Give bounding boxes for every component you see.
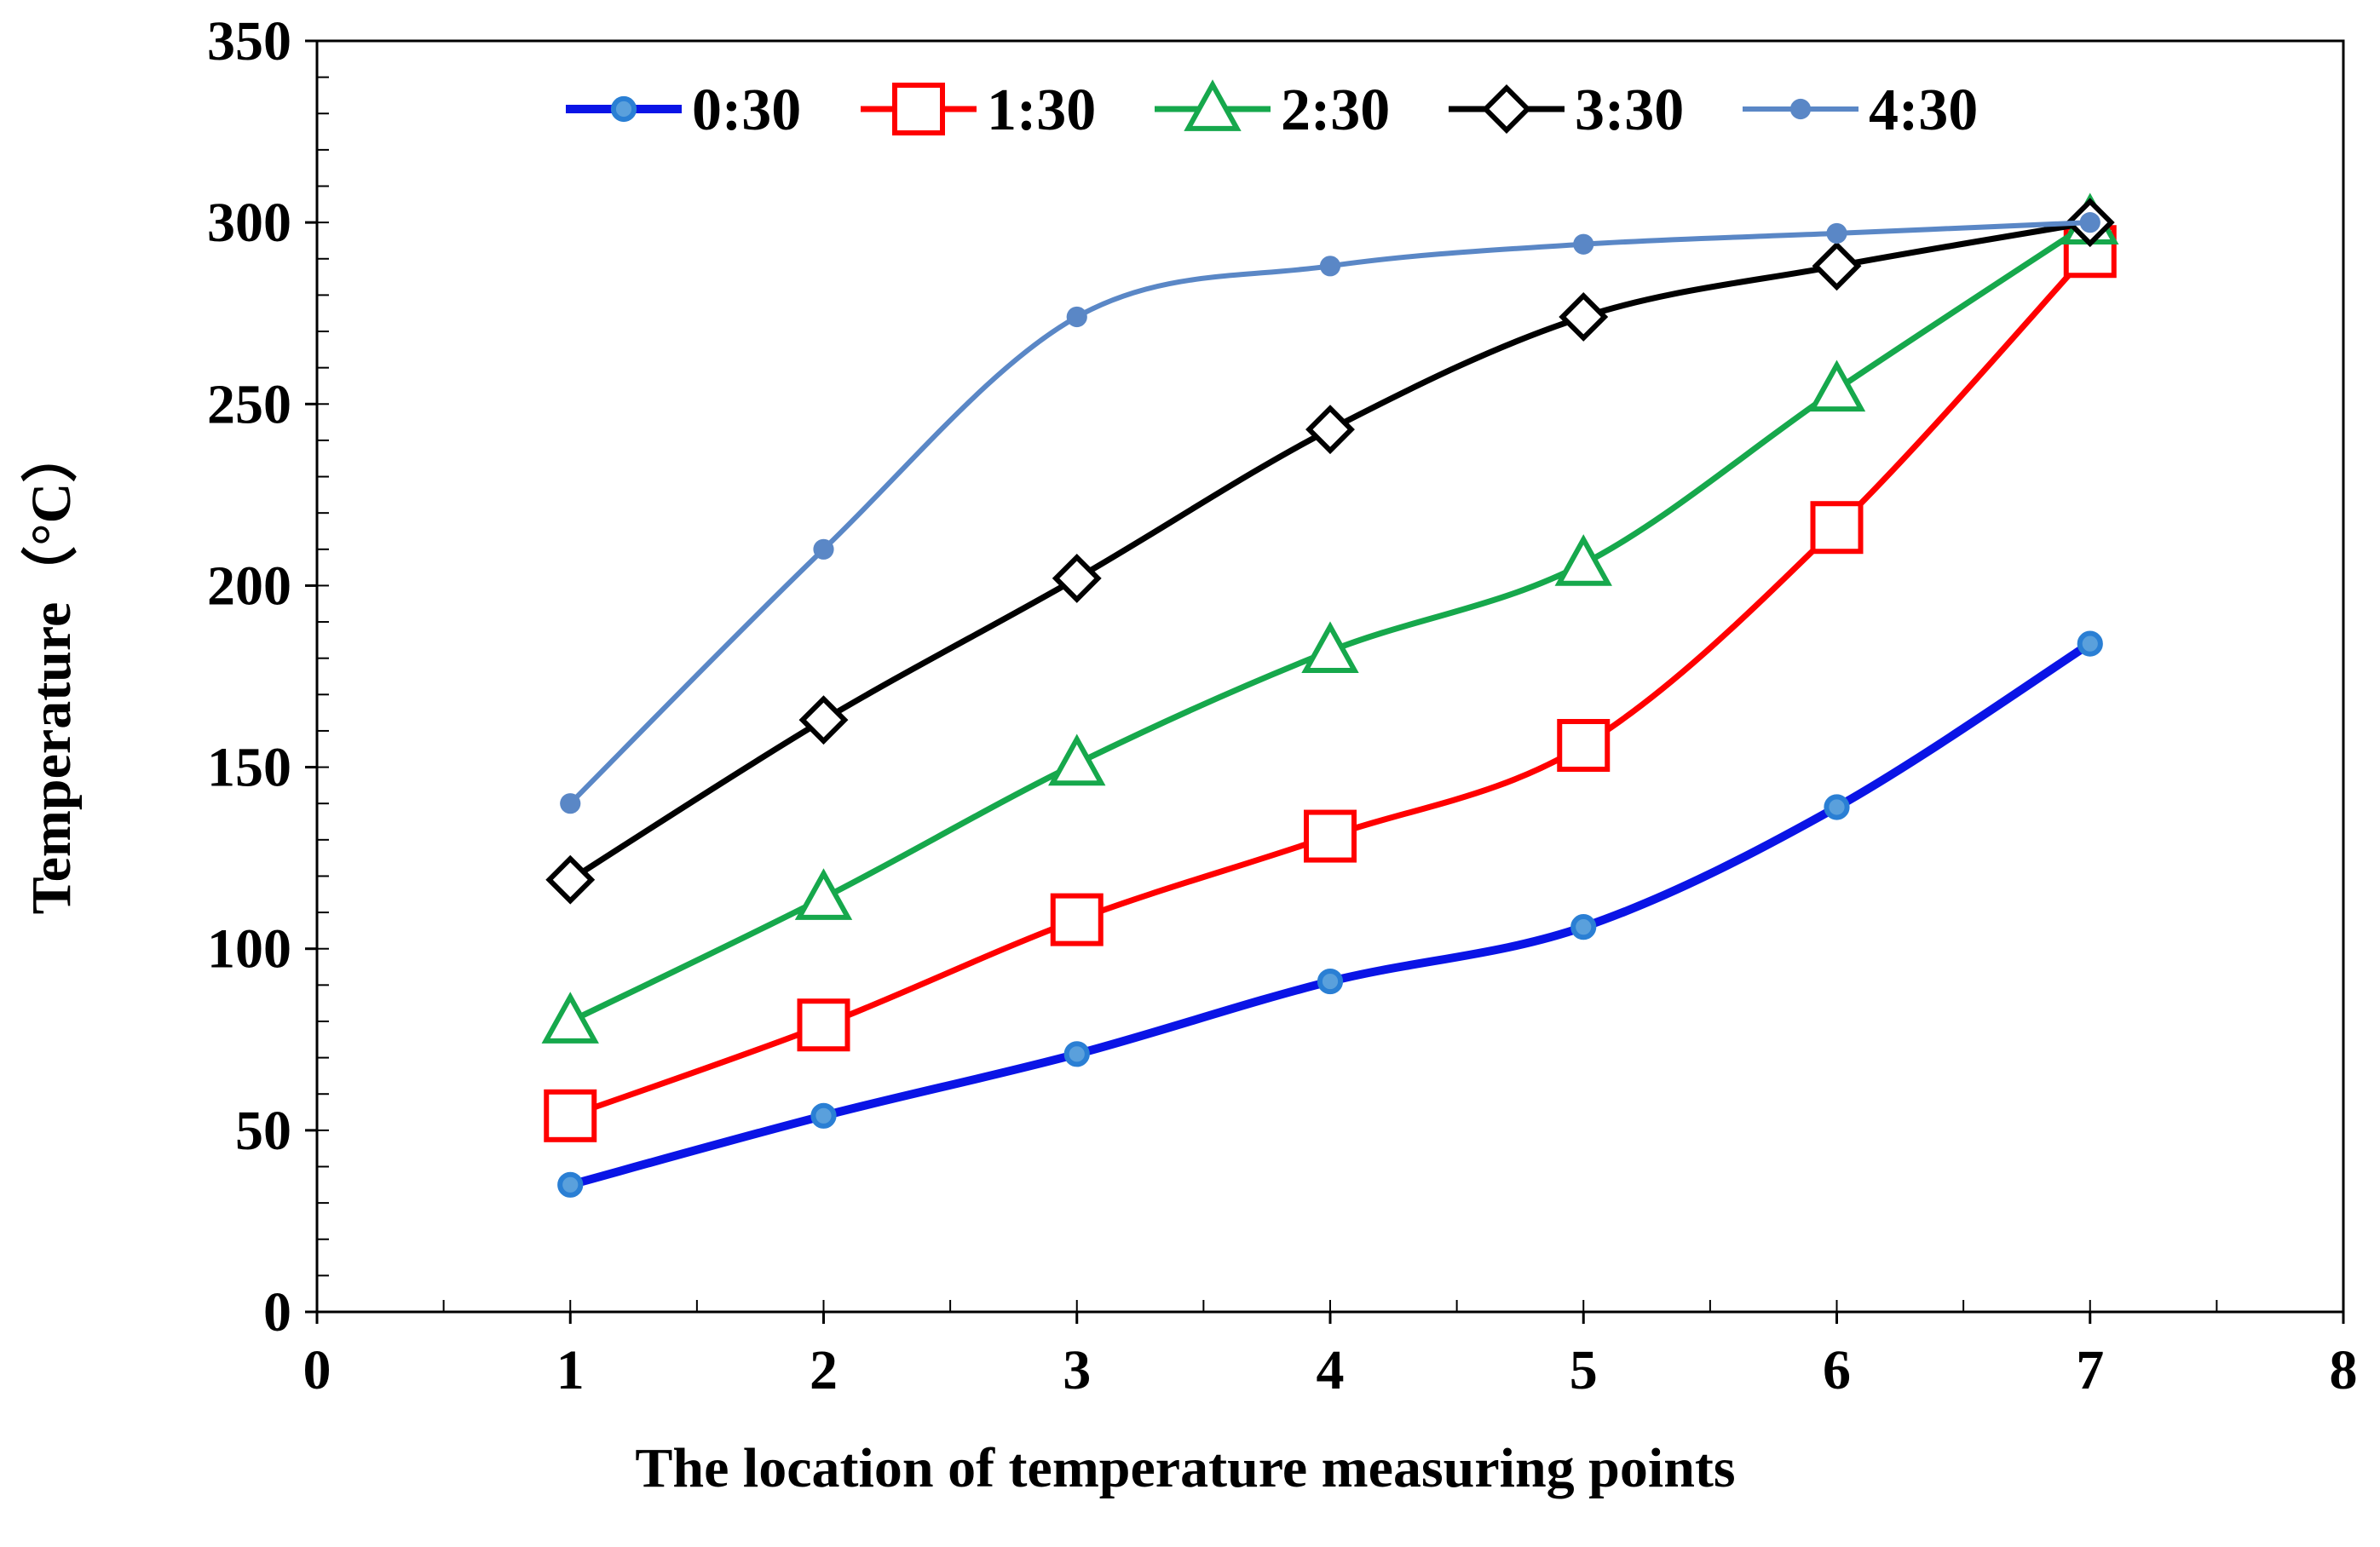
data-point — [797, 998, 850, 1052]
legend-entry: 4:30 — [1743, 78, 1978, 143]
data-point — [2077, 630, 2103, 657]
data-point — [541, 992, 599, 1044]
series-4-30 — [560, 212, 2101, 814]
legend-label: 3:30 — [1575, 78, 1684, 143]
y-tick-label: 200 — [207, 555, 291, 617]
legend-entry: 1:30 — [861, 78, 1096, 143]
legend-swatch-marker — [1789, 98, 1812, 120]
y-tick-label: 100 — [207, 918, 291, 981]
data-point — [798, 695, 849, 745]
x-tick-label: 3 — [1063, 1339, 1091, 1401]
data-point — [1066, 306, 1087, 328]
data-point — [1812, 241, 1862, 291]
data-point — [544, 1089, 597, 1142]
data-point — [1304, 809, 1357, 863]
x-tick-label: 2 — [810, 1339, 838, 1401]
data-point — [1317, 968, 1344, 995]
data-point — [1826, 222, 1847, 244]
legend-entry: 0:30 — [566, 78, 801, 143]
data-point — [794, 868, 853, 920]
legend-swatch-marker — [610, 95, 637, 123]
x-axis-title: The location of temperature measuring po… — [635, 1437, 1735, 1499]
legend-entry: 2:30 — [1155, 78, 1390, 143]
data-point — [1048, 733, 1106, 786]
data-point — [560, 793, 581, 814]
y-tick-label: 300 — [207, 192, 291, 254]
series-2-30 — [541, 193, 2119, 1044]
data-point — [813, 538, 834, 560]
data-point — [1570, 914, 1597, 940]
data-point — [1807, 359, 1866, 412]
series-0-30 — [557, 630, 2103, 1198]
y-tick-label: 350 — [207, 10, 291, 72]
legend-label: 0:30 — [692, 78, 801, 143]
data-point — [1824, 794, 1850, 820]
x-tick-label: 6 — [1823, 1339, 1851, 1401]
data-point — [1050, 893, 1104, 946]
data-point — [1559, 292, 1609, 342]
x-tick-label: 7 — [2076, 1339, 2104, 1401]
series-3-30 — [545, 198, 2115, 905]
data-point — [1810, 501, 1864, 555]
legend-swatch-marker — [892, 83, 945, 135]
x-tick-label: 4 — [1317, 1339, 1345, 1401]
legend-swatch-marker — [1482, 84, 1531, 134]
x-tick-label: 8 — [2330, 1339, 2358, 1401]
legend-entry: 3:30 — [1449, 78, 1684, 143]
data-point — [545, 854, 596, 905]
data-point — [1554, 534, 1612, 586]
series-1-30 — [544, 225, 2117, 1142]
data-point — [1305, 405, 1355, 455]
data-point — [1557, 718, 1611, 772]
x-tick-label: 5 — [1570, 1339, 1598, 1401]
legend-label: 4:30 — [1869, 78, 1978, 143]
y-tick-label: 0 — [263, 1281, 291, 1343]
data-point — [1319, 256, 1341, 277]
data-point — [557, 1171, 584, 1198]
legend-label: 2:30 — [1281, 78, 1390, 143]
legend-label: 1:30 — [987, 78, 1096, 143]
data-point — [810, 1102, 837, 1129]
legend-swatch-marker — [1184, 79, 1242, 131]
data-point — [2079, 212, 2101, 233]
data-point — [1063, 1041, 1090, 1067]
y-axis-title: Temperature（°C） — [20, 427, 83, 915]
y-tick-label: 50 — [235, 1100, 291, 1162]
series-layer — [541, 193, 2119, 1198]
data-point — [1573, 233, 1594, 255]
x-tick-label: 0 — [303, 1339, 331, 1401]
axes-layer: 0 50 100 150 200 250 300 350 0 1 2 3 4 5 6 7 8 — [207, 10, 2358, 1401]
legend: 0:30 1:30 2:30 3:30 4:30 — [566, 78, 1978, 143]
data-point — [1301, 621, 1359, 674]
data-point — [1052, 553, 1102, 603]
y-tick-label: 250 — [207, 373, 291, 435]
y-tick-label: 150 — [207, 737, 291, 799]
x-tick-label: 1 — [556, 1339, 585, 1401]
